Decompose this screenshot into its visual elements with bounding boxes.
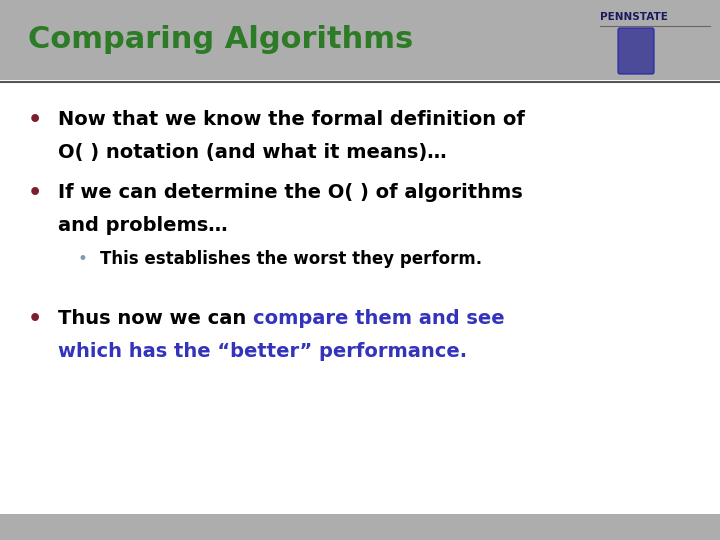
Text: and problems…: and problems… <box>58 217 228 235</box>
Bar <box>0 514 720 540</box>
Text: •: • <box>28 110 42 130</box>
Text: Comparing Algorithms: Comparing Algorithms <box>28 25 413 55</box>
Text: PENNSTATE: PENNSTATE <box>600 12 668 22</box>
Text: Thus now we can: Thus now we can <box>58 309 253 328</box>
Text: compare them and see: compare them and see <box>253 309 505 328</box>
Text: If we can determine the O( ) of algorithms: If we can determine the O( ) of algorith… <box>58 184 523 202</box>
Text: •: • <box>28 183 42 203</box>
Text: •: • <box>78 250 88 268</box>
Text: which has the “better” performance.: which has the “better” performance. <box>58 342 467 361</box>
Text: This establishes the worst they perform.: This establishes the worst they perform. <box>100 250 482 268</box>
Text: •: • <box>28 309 42 329</box>
FancyBboxPatch shape <box>618 28 654 74</box>
Bar <box>0 0 720 80</box>
Text: O( ) notation (and what it means)…: O( ) notation (and what it means)… <box>58 144 446 163</box>
Text: Now that we know the formal definition of: Now that we know the formal definition o… <box>58 110 525 130</box>
